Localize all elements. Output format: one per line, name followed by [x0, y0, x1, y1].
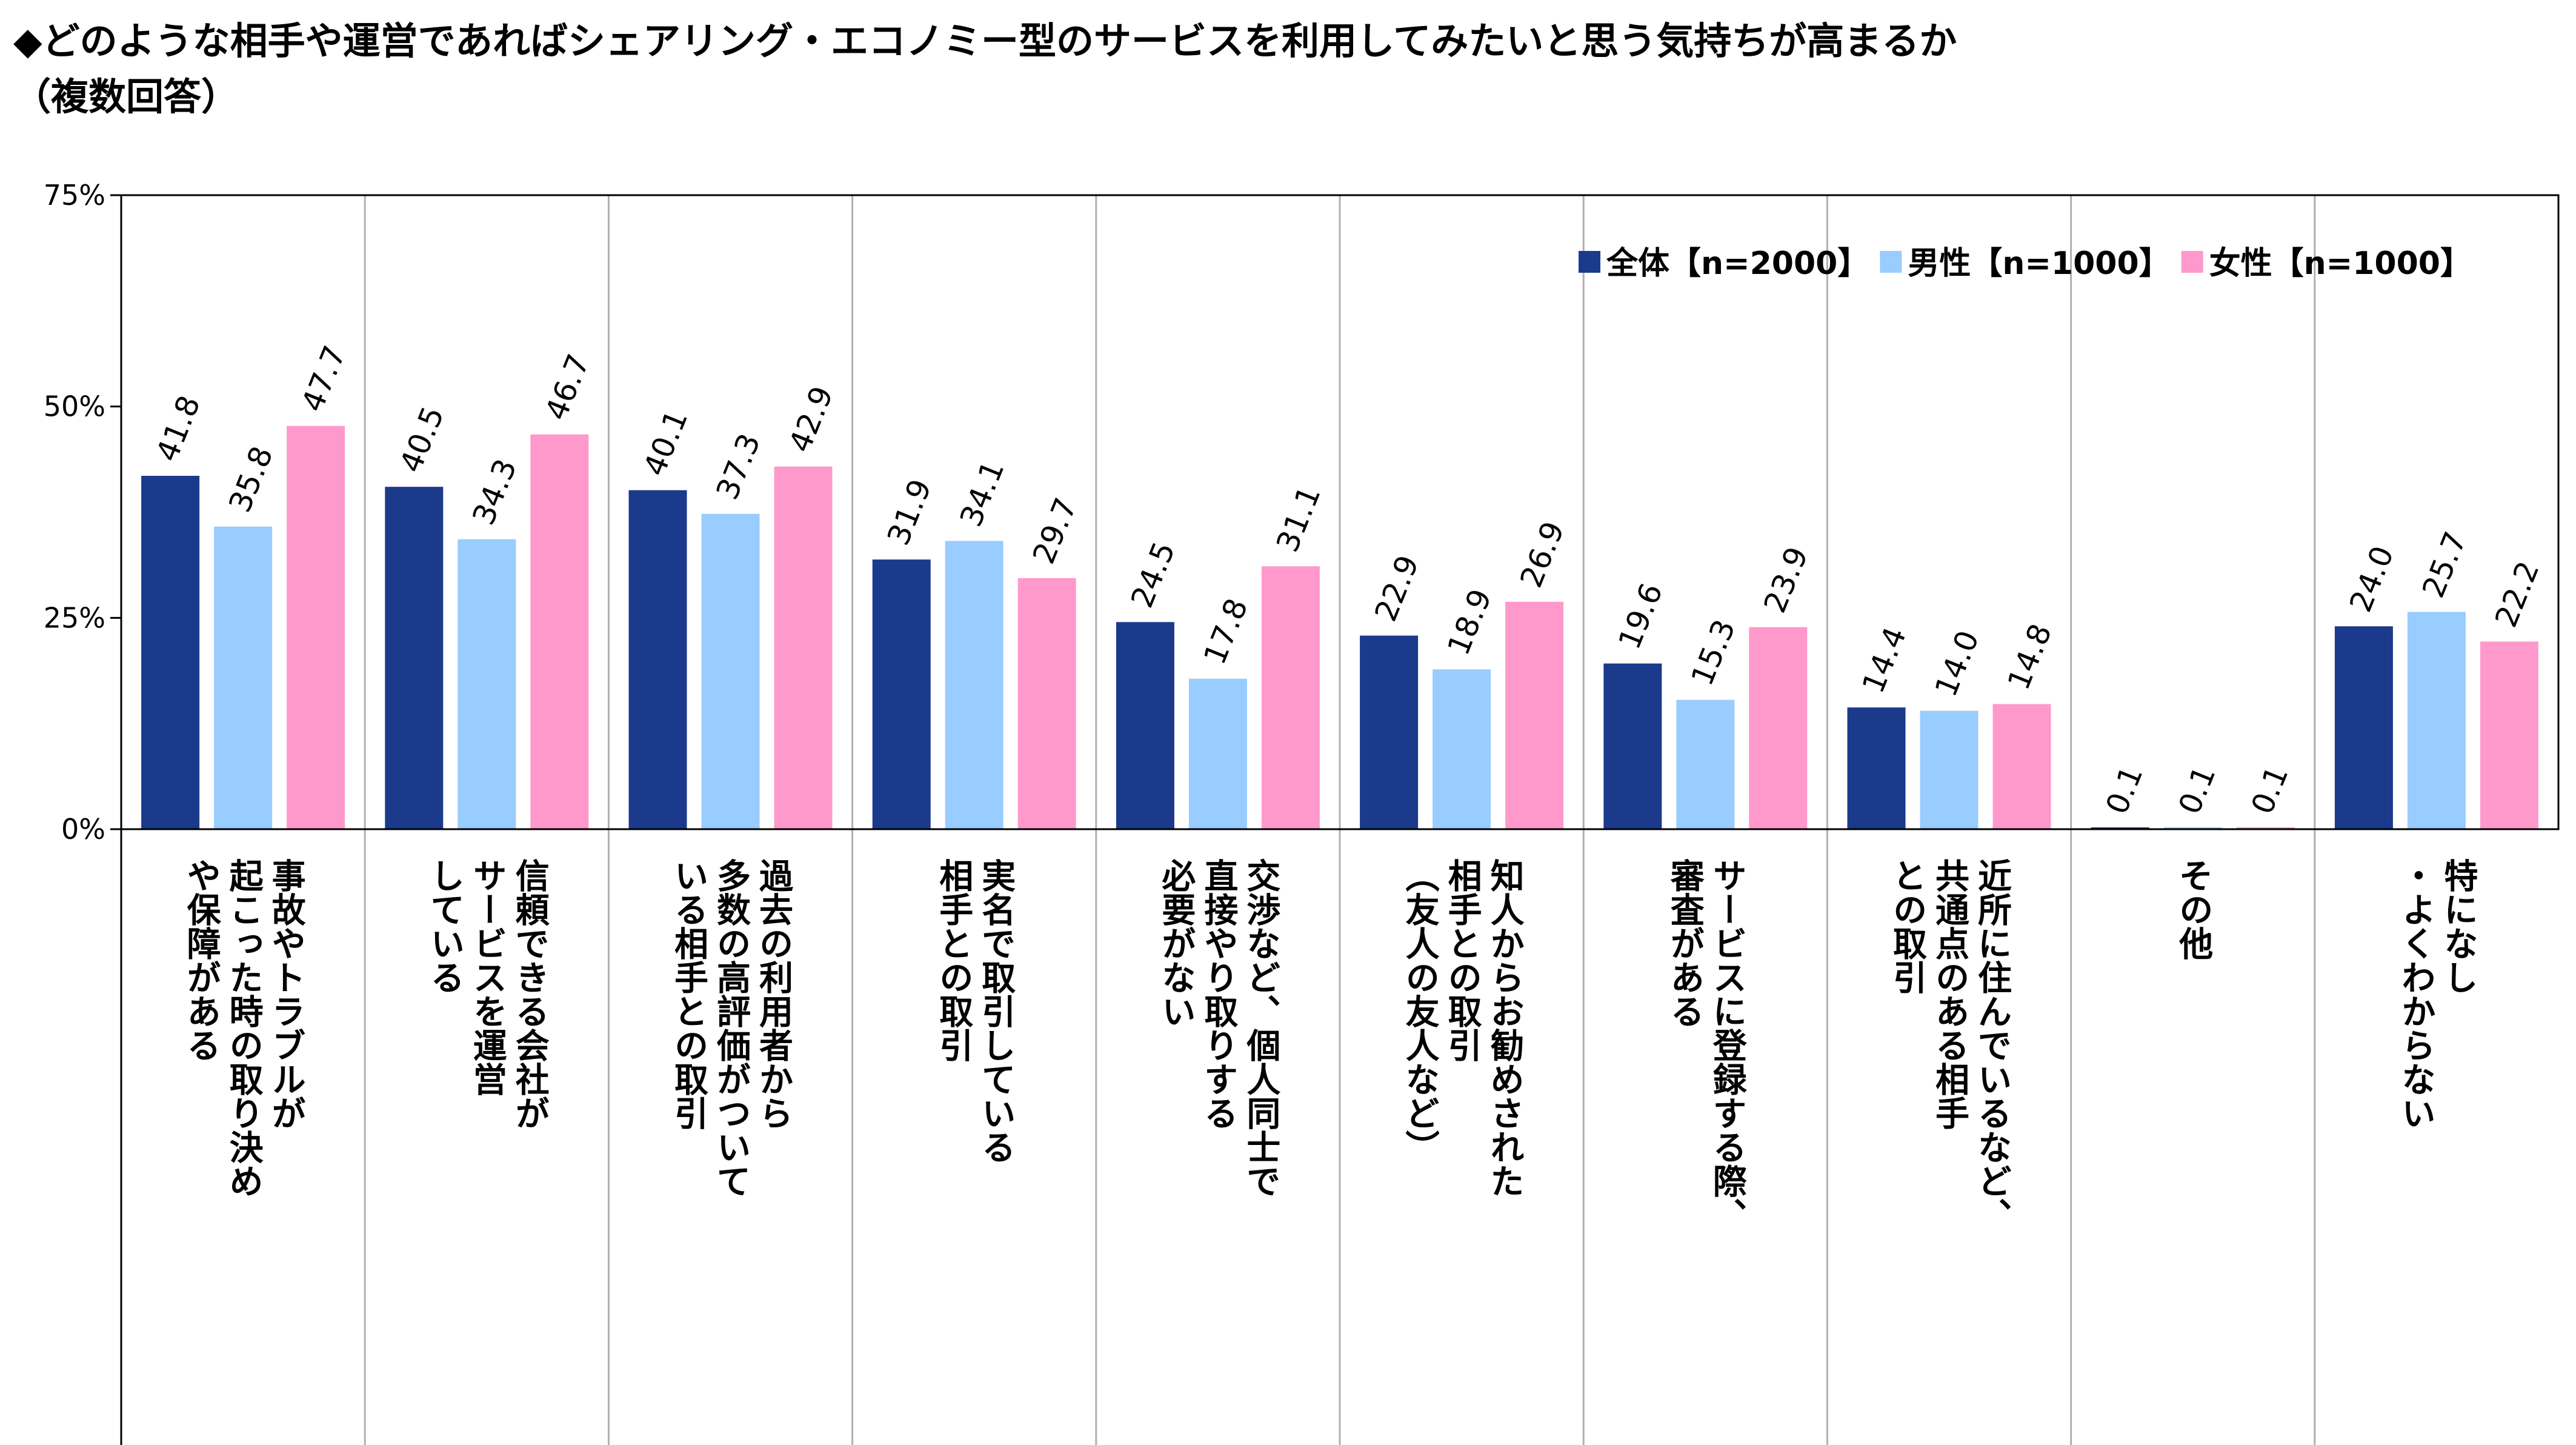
data-label: 18.9: [1440, 584, 1498, 660]
category-label: 交渉など、個人同士で 直接やり取りする 必要がない: [1156, 858, 1280, 1198]
data-label: 15.3: [1685, 615, 1742, 690]
data-label: 14.0: [1928, 626, 1986, 701]
bar: [1116, 622, 1174, 829]
category-label: 特になし ・よくわからない: [2395, 858, 2478, 1130]
axes: [110, 194, 2560, 1445]
data-label: 19.6: [1612, 578, 1669, 654]
chart-title: ◆どのような相手や運営であればシェアリング・エコノミー型のサービスを利用してみた…: [13, 13, 1957, 125]
legend: 全体【n=2000】 男性【n=1000】 女性【n=1000】: [1579, 245, 2472, 282]
bar: [1847, 707, 1906, 829]
bar: [1017, 578, 1076, 829]
bar: [1188, 678, 1247, 829]
bar: [872, 559, 931, 829]
data-label: 14.8: [2001, 619, 2058, 695]
bar: [385, 487, 444, 829]
y-tick-label: 25%: [44, 601, 105, 634]
data-label: 26.9: [1513, 516, 1571, 592]
data-label: 17.8: [1197, 593, 1254, 669]
category-label: 過去の利用者から 多数の高評価がついて いる相手との取引: [668, 858, 793, 1198]
data-label: 22.2: [2488, 556, 2546, 632]
plot-frame: [120, 194, 2560, 830]
bar: [1603, 663, 1662, 829]
data-label: 0.1: [2245, 761, 2295, 819]
bar: [141, 476, 200, 829]
data-label: 46.7: [539, 349, 596, 425]
chart-title-line1: ◆どのような相手や運営であればシェアリング・エコノミー型のサービスを利用してみた…: [13, 19, 1957, 63]
bar: [2334, 626, 2393, 829]
bar: [1261, 566, 1320, 829]
category-separators: [364, 195, 2316, 1445]
legend-swatch: [2181, 251, 2203, 273]
category-label: 事故やトラブルが 起こった時の取り決め や保障がある: [181, 858, 306, 1198]
bar: [945, 541, 1003, 829]
y-tick-label: 75%: [44, 179, 105, 212]
legend-label: 全体【n=2000】: [1606, 245, 1869, 282]
bar: [1749, 627, 1808, 829]
data-label: 31.9: [880, 475, 938, 550]
data-label: 42.9: [782, 381, 840, 457]
category-label: サービスに登録する際、 審査がある: [1665, 858, 1747, 1232]
data-label: 40.1: [637, 405, 694, 481]
bar: [1433, 669, 1491, 829]
data-label: 47.7: [295, 341, 352, 416]
legend-label: 女性【n=1000】: [2209, 245, 2472, 282]
data-label: 25.7: [2415, 527, 2473, 602]
category-label: 近所に住んでいるなど、 共通点のある相手 との取引: [1887, 858, 2012, 1232]
bar: [1505, 601, 1564, 829]
bar: [628, 490, 687, 829]
legend-label: 男性【n=1000】: [1908, 245, 2170, 282]
bar: [530, 434, 589, 829]
y-tick-label: 50%: [44, 390, 105, 423]
data-label: 0.1: [2099, 761, 2150, 819]
bar: [1992, 704, 2051, 829]
bar: [1360, 635, 1419, 829]
data-label: 23.9: [1757, 542, 1815, 618]
data-label: 14.4: [1855, 622, 1913, 698]
chart-title-line2: （複数回答）: [13, 75, 239, 119]
data-label: 31.1: [1270, 481, 1327, 557]
data-label: 24.0: [2343, 541, 2400, 617]
category-label: 知人からお勧めされた 相手との取引 （友人の友人など）: [1400, 858, 1525, 1198]
bar: [2407, 612, 2466, 829]
category-label: 信頼できる会社が サービスを運営 している: [425, 858, 550, 1130]
data-label: 41.8: [149, 391, 207, 467]
data-label: 24.5: [1124, 537, 1182, 613]
data-label: 22.9: [1368, 550, 1425, 626]
bars: [141, 425, 2538, 829]
category-label: 実名で取引している 相手との取引: [933, 858, 1016, 1164]
data-label: 35.8: [222, 441, 279, 517]
bar: [458, 539, 516, 829]
bar: [287, 425, 345, 829]
bar: [1920, 710, 1979, 829]
bar: [701, 513, 760, 829]
y-tick-labels: 0% 25% 50% 75%: [44, 179, 105, 846]
bar: [214, 526, 273, 829]
data-label: 0.1: [2172, 761, 2223, 819]
y-tick-label: 0%: [61, 813, 105, 846]
data-label: 29.7: [1026, 493, 1083, 569]
bar: [1676, 699, 1735, 829]
data-label: 37.3: [710, 429, 767, 504]
data-label: 34.1: [953, 456, 1011, 532]
category-label: その他: [2173, 858, 2213, 960]
data-label: 40.5: [393, 402, 451, 478]
legend-swatch: [1880, 251, 1902, 273]
data-label: 34.3: [466, 454, 524, 530]
bar: [2480, 641, 2538, 829]
bar: [774, 466, 833, 829]
legend-swatch: [1579, 251, 1600, 273]
